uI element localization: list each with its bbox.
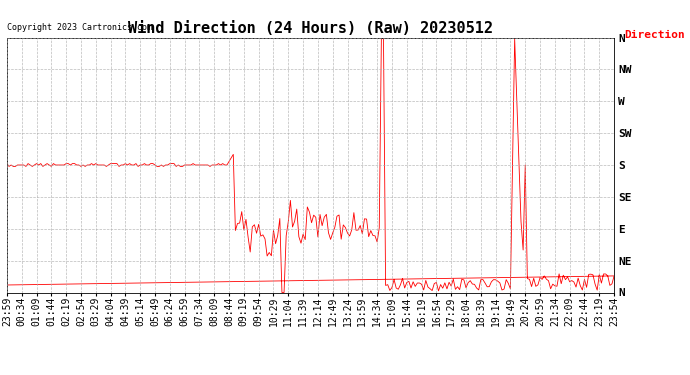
Text: Copyright 2023 Cartronics.com: Copyright 2023 Cartronics.com	[7, 23, 152, 32]
Text: Direction: Direction	[624, 30, 685, 40]
Title: Wind Direction (24 Hours) (Raw) 20230512: Wind Direction (24 Hours) (Raw) 20230512	[128, 21, 493, 36]
